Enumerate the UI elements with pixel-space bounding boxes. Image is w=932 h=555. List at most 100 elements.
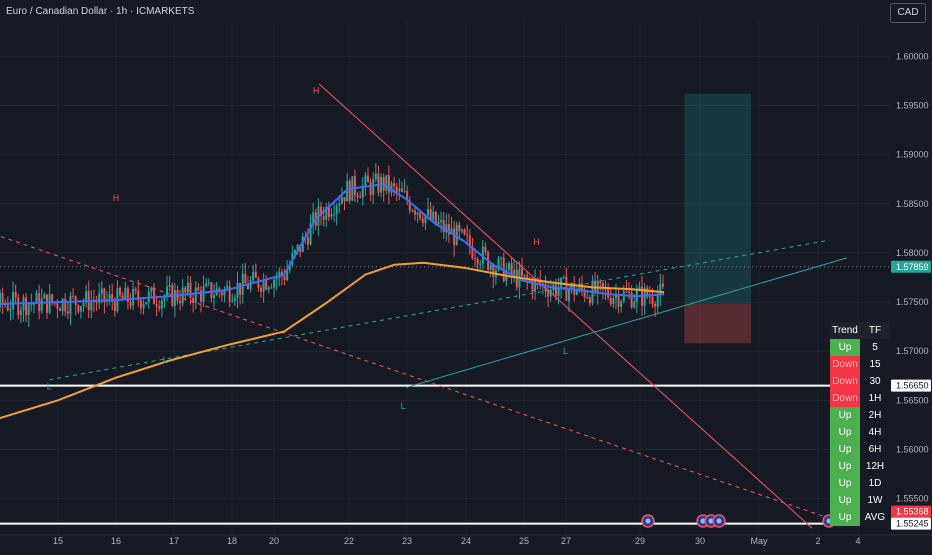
ema-slow-line — [0, 261, 665, 420]
x-tick-label: 29 — [635, 536, 645, 546]
candle — [6, 305, 9, 311]
candle — [578, 283, 581, 291]
candle — [233, 298, 236, 301]
candle — [403, 190, 406, 192]
candle — [419, 212, 422, 219]
tf-cell: 1D — [860, 475, 890, 492]
stop-zone — [684, 304, 752, 344]
y-tick-label: 1.59500 — [896, 101, 929, 111]
candle — [283, 276, 286, 281]
candle — [372, 179, 375, 195]
candle — [458, 224, 461, 232]
candle — [601, 282, 604, 290]
event-icon[interactable] — [712, 514, 726, 528]
candle — [254, 271, 257, 278]
candle — [173, 289, 176, 306]
x-tick-label: 24 — [461, 536, 471, 546]
candle — [236, 283, 239, 299]
candle — [296, 244, 299, 251]
candle — [85, 291, 88, 303]
candle — [646, 287, 649, 297]
candle — [301, 236, 304, 252]
candle — [604, 289, 607, 291]
candle — [348, 180, 351, 201]
trend-row: Up 1W — [830, 492, 890, 509]
candle — [32, 303, 35, 305]
candle — [588, 297, 591, 304]
candle — [327, 206, 330, 217]
candle — [359, 197, 362, 199]
candle — [513, 269, 516, 275]
candle — [113, 301, 116, 312]
candle — [586, 297, 589, 299]
candle — [333, 214, 336, 216]
tf-header: TF — [860, 322, 890, 339]
price-label-box — [891, 505, 931, 518]
trend-row: Up 4H — [830, 424, 890, 441]
event-icon-dot — [700, 518, 706, 524]
candle — [393, 183, 396, 187]
candle — [286, 270, 289, 281]
candle — [481, 246, 484, 264]
candle — [460, 229, 463, 232]
trend-row: Up 1D — [830, 475, 890, 492]
tf-cell: 4H — [860, 424, 890, 441]
candle — [126, 288, 129, 302]
candle — [659, 283, 662, 296]
candle — [213, 295, 216, 299]
trend-row: Down 1H — [830, 390, 890, 407]
candle — [19, 310, 22, 316]
candle — [541, 283, 544, 285]
candle — [526, 274, 529, 280]
candle — [257, 277, 260, 288]
candle — [489, 265, 492, 270]
candle — [437, 222, 440, 225]
trend-cell: Up — [830, 441, 860, 458]
candle — [205, 283, 208, 287]
candle — [184, 287, 187, 293]
candle — [492, 265, 495, 278]
candle — [406, 190, 409, 201]
candle — [466, 234, 469, 236]
event-icon[interactable] — [641, 514, 655, 528]
candle — [539, 279, 542, 285]
candle — [609, 297, 612, 305]
candle — [612, 298, 615, 305]
candle — [523, 274, 526, 277]
candle — [108, 294, 111, 300]
candle — [278, 271, 281, 278]
candle — [468, 235, 471, 247]
candle — [434, 211, 437, 225]
candle — [168, 285, 171, 287]
swing-marker: H — [113, 193, 120, 203]
trend-header: Trend — [830, 322, 860, 339]
candle — [273, 279, 276, 288]
tf-cell: 30 — [860, 373, 890, 390]
currency-button[interactable]: CAD — [890, 3, 926, 23]
candle — [265, 279, 268, 290]
y-tick-label: 1.58000 — [896, 248, 929, 258]
candle — [226, 286, 229, 289]
candle — [398, 188, 401, 192]
candle — [98, 293, 101, 303]
trend-row: Up AVG — [830, 509, 890, 526]
candle — [338, 203, 341, 206]
candle — [599, 280, 602, 283]
tf-cell: 1H — [860, 390, 890, 407]
candle — [246, 283, 249, 290]
candle — [617, 294, 620, 307]
x-tick-label: 27 — [561, 536, 571, 546]
candle — [361, 185, 364, 198]
candle — [484, 246, 487, 253]
candle — [90, 300, 93, 311]
candle — [531, 280, 534, 292]
candle — [429, 209, 432, 220]
candle — [145, 301, 148, 305]
event-icon-dot — [716, 518, 722, 524]
price-label-box — [891, 517, 931, 530]
candle — [453, 228, 456, 246]
candle — [630, 292, 633, 308]
candle — [408, 200, 411, 211]
